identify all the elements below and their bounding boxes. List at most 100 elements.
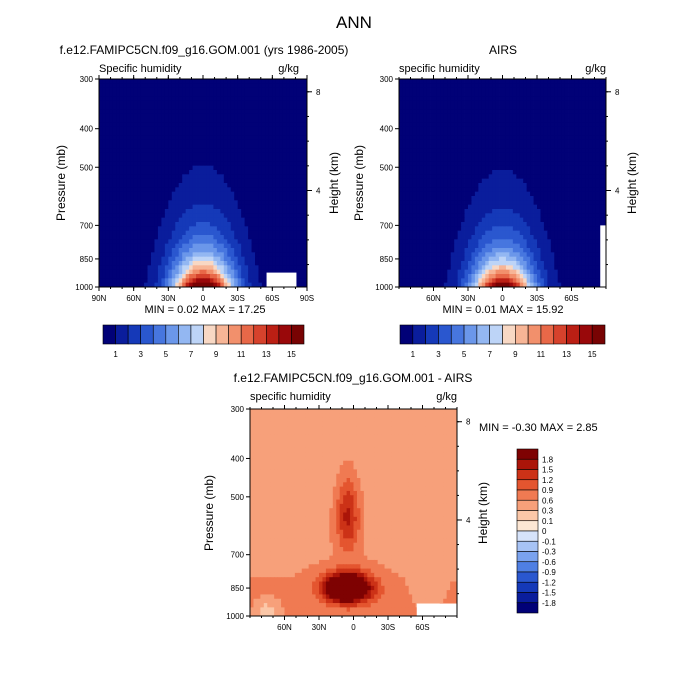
- contour-cell: [237, 135, 242, 141]
- contour-cell: [557, 170, 562, 175]
- contour-cell: [286, 248, 291, 253]
- contour-cell: [602, 161, 607, 167]
- contour-cell: [116, 222, 121, 227]
- contour-cell: [286, 174, 291, 180]
- contour-cell: [102, 282, 107, 288]
- contour-cell: [412, 148, 417, 154]
- contour-cell: [468, 183, 472, 188]
- contour-cell: [268, 248, 273, 253]
- contour-cell: [192, 126, 197, 132]
- contour-cell: [209, 183, 214, 188]
- contour-cell: [588, 131, 593, 136]
- contour-cell: [509, 161, 514, 167]
- contour-cell: [196, 79, 200, 84]
- contour-cell: [161, 261, 166, 266]
- contour-cell: [248, 109, 252, 115]
- contour-cell: [241, 217, 245, 223]
- contour-cell: [185, 243, 190, 249]
- contour-cell: [168, 161, 173, 167]
- contour-cell: [512, 183, 517, 188]
- contour-cell: [164, 269, 169, 275]
- contour-cell: [258, 226, 263, 232]
- contour-cell: [293, 213, 297, 219]
- contour-cell: [105, 83, 110, 89]
- contour-cell: [495, 79, 500, 84]
- contour-cell: [499, 204, 503, 210]
- contour-cell: [433, 113, 438, 119]
- contour-cell: [157, 139, 162, 145]
- contour-cell: [499, 139, 503, 145]
- contour-cell: [474, 87, 479, 93]
- contour-cell: [241, 87, 245, 93]
- contour-cell: [171, 131, 176, 136]
- contour-cell: [436, 187, 441, 193]
- contour-cell: [157, 204, 162, 210]
- contour-cell: [137, 148, 141, 154]
- contour-cell: [430, 96, 434, 102]
- contour-cell: [144, 113, 148, 119]
- contour-cell: [216, 265, 221, 271]
- contour-cell: [275, 235, 280, 240]
- contour-cell: [209, 256, 214, 262]
- contour-cell: [105, 235, 110, 240]
- contour-cell: [423, 178, 427, 184]
- contour-cell: [300, 222, 304, 227]
- contour-cell: [192, 248, 197, 253]
- contour-cell: [230, 105, 235, 110]
- contour-cell: [133, 118, 138, 123]
- contour-cell: [502, 92, 507, 97]
- contour-cell: [157, 92, 162, 97]
- contour-cell: [436, 196, 441, 201]
- contour-cell: [412, 96, 417, 102]
- contour-cell: [244, 222, 249, 227]
- contour-cell: [499, 157, 503, 162]
- contour-cell: [230, 92, 235, 97]
- contour-cell: [123, 252, 128, 258]
- contour-cell: [436, 209, 441, 214]
- contour-cell: [199, 200, 204, 206]
- contour-cell: [502, 187, 507, 193]
- contour-cell: [255, 135, 259, 141]
- contour-cell: [602, 131, 607, 136]
- contour-cell: [478, 126, 483, 132]
- contour-cell: [213, 209, 218, 214]
- contour-cell: [189, 226, 193, 232]
- contour-cell: [227, 269, 232, 275]
- contour-cell: [279, 135, 284, 141]
- contour-cell: [568, 79, 572, 84]
- contour-cell: [289, 239, 294, 245]
- contour-cell: [419, 209, 424, 214]
- contour-cell: [481, 92, 486, 97]
- contour-cell: [109, 170, 114, 175]
- contour-cell: [426, 100, 431, 106]
- contour-cell: [512, 105, 517, 110]
- contour-cell: [151, 248, 155, 253]
- contour-cell: [133, 144, 138, 149]
- contour-cell: [157, 79, 162, 84]
- contour-cell: [550, 187, 555, 193]
- contour-cell: [154, 191, 159, 197]
- colorbar: 1 3 5 7 9 11 13 15: [102, 324, 305, 359]
- contour-cell: [286, 139, 291, 145]
- contour-cell: [164, 118, 169, 123]
- contour-cell: [102, 118, 107, 123]
- contour-cell: [543, 83, 548, 89]
- contour-cell: [255, 209, 259, 214]
- contour-cell: [164, 113, 169, 119]
- contour-cell: [430, 170, 434, 175]
- contour-cell: [492, 187, 496, 193]
- contour-cell: [164, 278, 169, 284]
- contour-cell: [154, 113, 159, 119]
- contour-cell: [578, 148, 583, 154]
- contour-cell: [516, 157, 521, 162]
- contour-cell: [557, 83, 562, 89]
- contour-cell: [234, 109, 239, 115]
- contour-cell: [265, 131, 270, 136]
- contour-cell: [526, 105, 531, 110]
- contour-cell: [99, 165, 103, 171]
- contour-cell: [492, 131, 496, 136]
- contour-cell: [102, 191, 107, 197]
- contour-cell: [112, 79, 117, 84]
- contour-cell: [279, 269, 284, 275]
- contour-cell: [433, 213, 438, 219]
